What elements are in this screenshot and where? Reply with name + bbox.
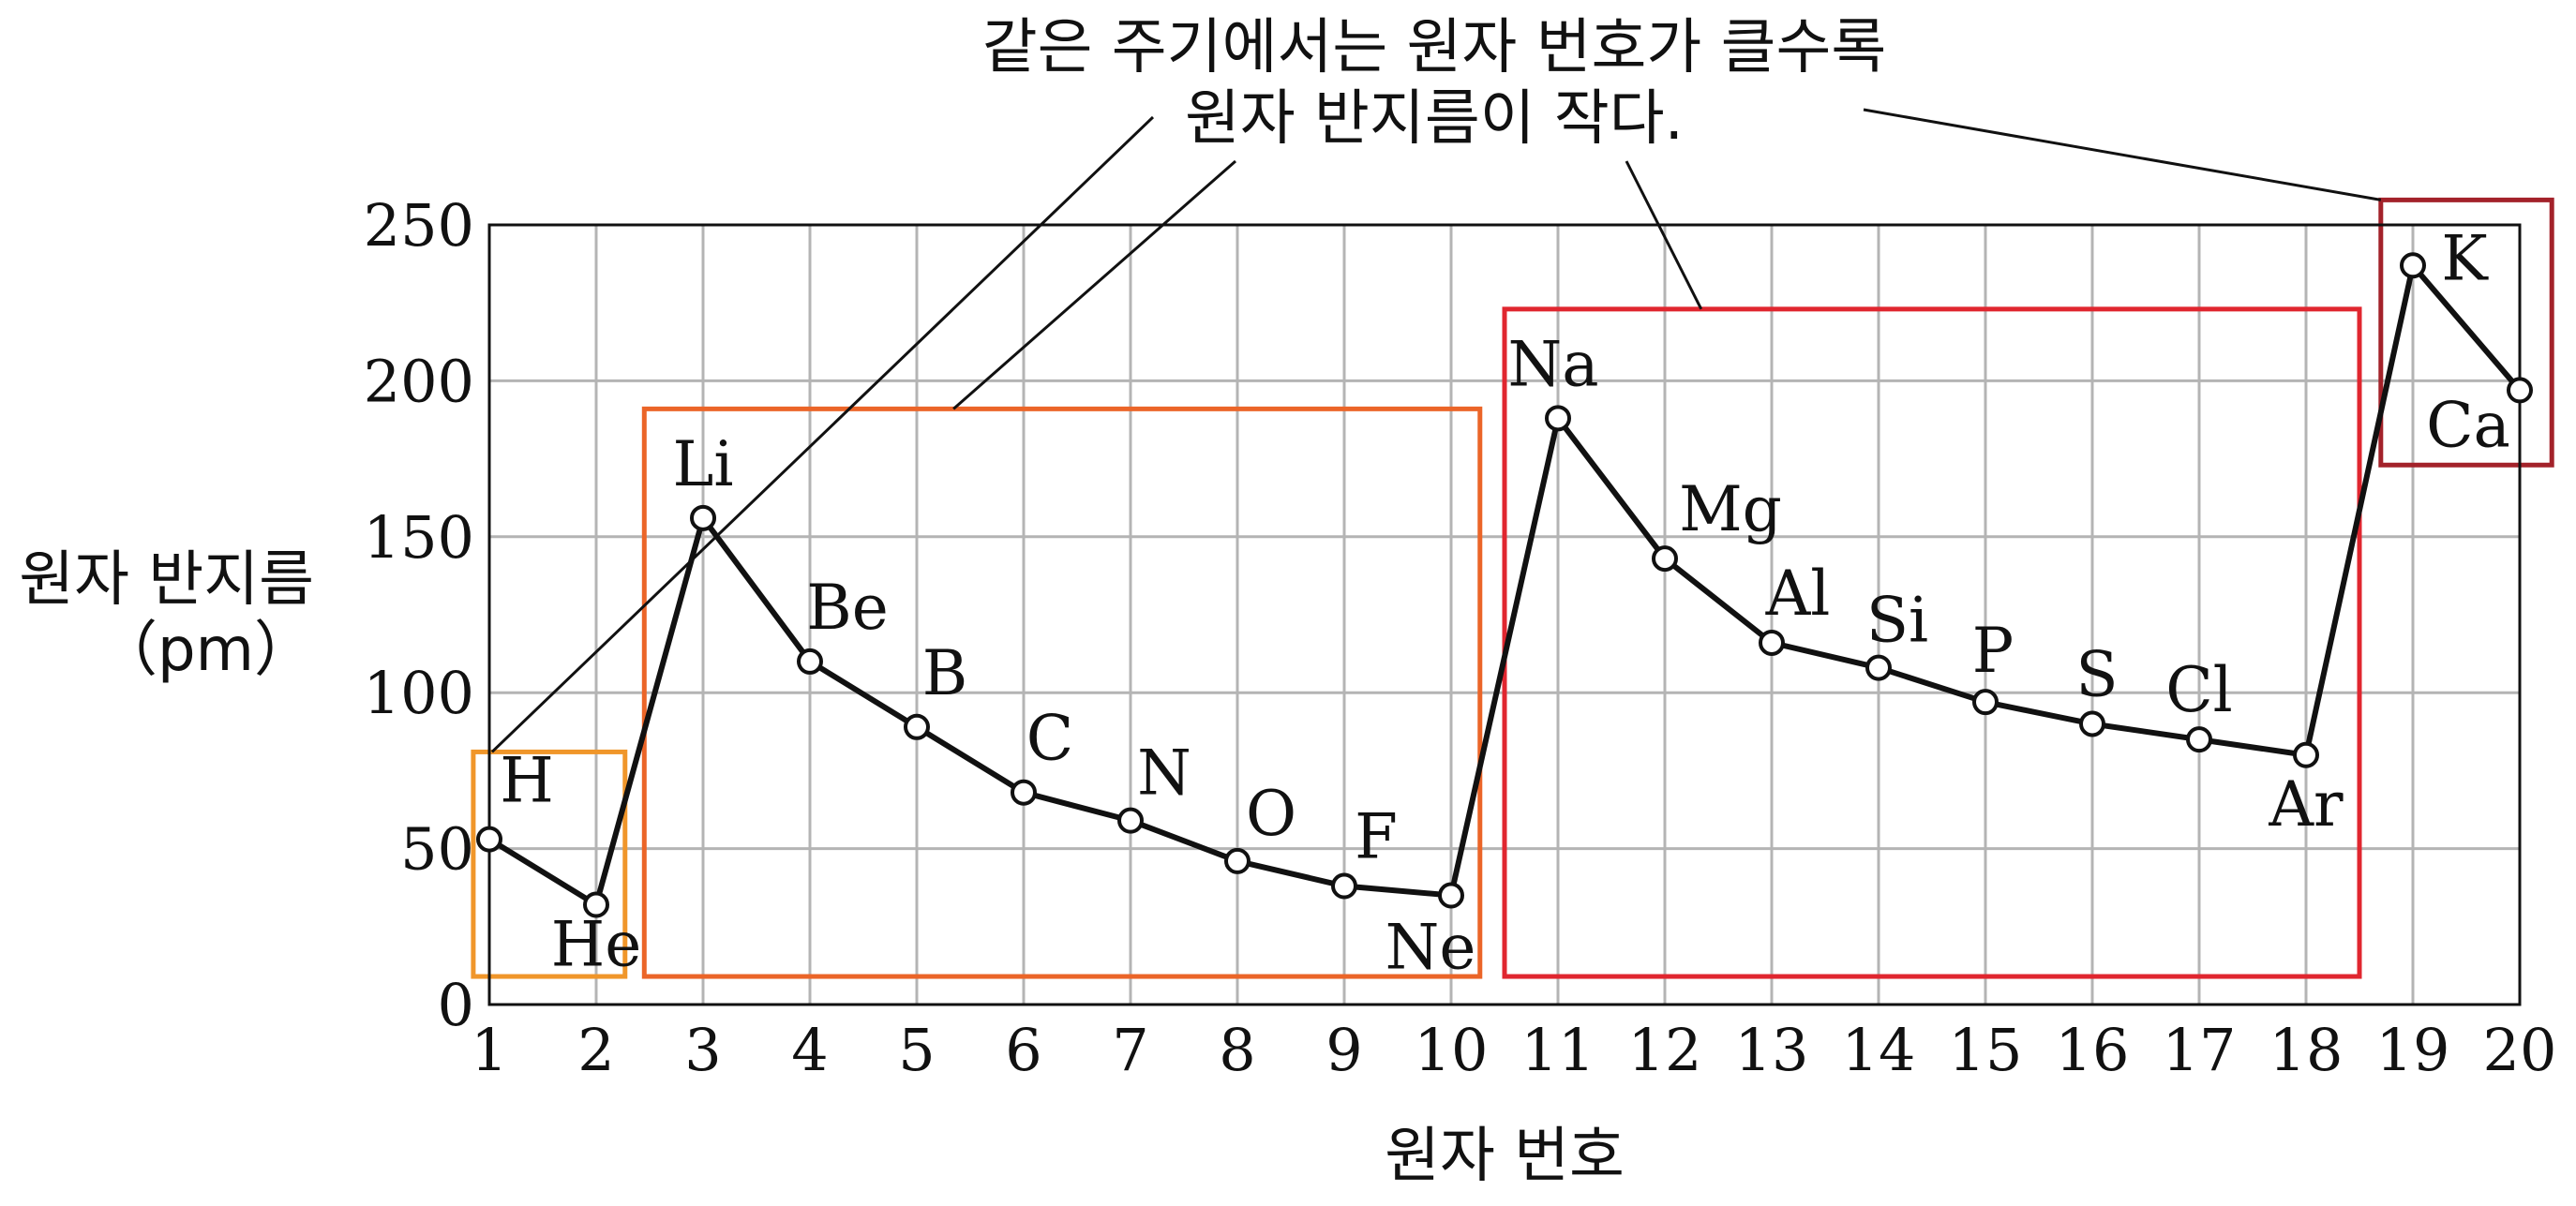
data-point-N (1117, 807, 1144, 834)
x-tick-label-6: 6 (1005, 1016, 1041, 1084)
x-tick-label-19: 19 (2376, 1016, 2450, 1084)
element-label-Na: Na (1507, 328, 1598, 400)
data-point-Na (1545, 405, 1571, 432)
y-tick-label-200: 200 (364, 347, 474, 415)
x-tick-label-5: 5 (898, 1016, 935, 1084)
axis-ticks: 1 2 3 4 5 6 7 8 9 10 11 12 13 14 15 16 17 18 19 20050100150… (364, 191, 2557, 1084)
element-label-B: B (922, 637, 968, 709)
element-labels: H He Li Be BC NO F Ne Na Mg Al Si P S Cl Ar K Ca (500, 222, 2510, 983)
data-point-B (904, 713, 930, 740)
element-label-Ne: Ne (1385, 912, 1476, 984)
data-point-Cl (2186, 726, 2212, 753)
element-label-He: He (551, 909, 642, 981)
data-point-Be (797, 648, 823, 675)
element-label-Mg: Mg (1679, 473, 1782, 545)
period-boxes (471, 197, 2554, 979)
data-point-F (1331, 872, 1357, 900)
annotation-line-2: 원자 반지름이 작다. (1185, 84, 1684, 154)
x-tick-label-12: 12 (1628, 1016, 1702, 1084)
annotation-leader-4 (1863, 108, 2382, 201)
x-tick-label-14: 14 (1842, 1016, 1916, 1084)
data-point-O (1224, 847, 1251, 874)
y-tick-label-250: 250 (364, 191, 474, 260)
x-tick-label-8: 8 (1219, 1016, 1255, 1084)
x-axis-label: 원자 번호 (1385, 1122, 1625, 1191)
data-point-Ar (2293, 741, 2319, 768)
x-tick-label-4: 4 (791, 1016, 828, 1084)
element-label-Si: Si (1866, 585, 1928, 657)
x-tick-label-7: 7 (1112, 1016, 1148, 1084)
series-line-atomic-radius (487, 262, 2523, 908)
y-tick-label-50: 50 (400, 815, 474, 884)
element-label-O: O (1246, 778, 1296, 850)
x-tick-label-9: 9 (1325, 1016, 1362, 1084)
data-points (476, 252, 2533, 918)
data-point-Mg (1652, 545, 1678, 573)
annotation-line-1: 같은 주기에서는 원자 번호가 클수록 (982, 13, 1887, 82)
data-point-Li (690, 504, 716, 531)
element-label-Al: Al (1765, 558, 1831, 630)
x-tick-label-16: 16 (2056, 1016, 2130, 1084)
element-label-K: K (2441, 222, 2489, 294)
x-tick-label-18: 18 (2269, 1016, 2344, 1084)
x-tick-label-20: 20 (2483, 1016, 2557, 1084)
annotation-leaders (490, 108, 2382, 753)
element-label-F: F (1355, 801, 1398, 873)
x-tick-label-15: 15 (1949, 1016, 2023, 1084)
y-tick-label-100: 100 (364, 659, 474, 727)
element-label-Ca: Ca (2426, 389, 2510, 461)
plot-frame (487, 223, 2522, 1006)
period-box-1 (471, 749, 628, 979)
element-label-H: H (500, 745, 554, 817)
x-tick-label-1: 1 (471, 1016, 507, 1084)
data-point-He (583, 891, 609, 918)
period-box-2 (641, 406, 1483, 979)
y-axis-label: 원자 반지름 (19, 545, 314, 615)
y-tick-label-150: 150 (364, 503, 474, 572)
data-point-Si (1865, 654, 1892, 681)
element-label-Cl: Cl (2165, 654, 2233, 726)
element-label-Ar: Ar (2268, 768, 2344, 841)
x-tick-label-11: 11 (1521, 1016, 1595, 1084)
element-label-S: S (2075, 638, 2118, 710)
element-label-Li: Li (673, 428, 734, 500)
data-point-H (476, 826, 502, 853)
element-label-P: P (1972, 615, 2014, 687)
annotation-leader-3 (1625, 160, 1703, 310)
data-point-C (1011, 779, 1037, 806)
x-tick-label-2: 2 (577, 1016, 614, 1084)
period-box-3 (1502, 306, 2362, 979)
x-tick-label-10: 10 (1415, 1016, 1489, 1084)
element-label-C: C (1026, 703, 1074, 775)
element-label-Be: Be (806, 572, 889, 644)
data-point-Ca (2507, 377, 2533, 404)
x-tick-label-3: 3 (684, 1016, 721, 1084)
y-axis-unit: （pm） (97, 616, 314, 685)
annotation-leader-1 (490, 115, 1155, 753)
annotation-leader-2 (952, 159, 1236, 410)
period-box-4 (2378, 197, 2554, 468)
data-point-Al (1759, 629, 1785, 656)
x-tick-label-17: 17 (2163, 1016, 2237, 1084)
y-tick-label-0: 0 (438, 971, 474, 1039)
data-point-S (2079, 710, 2105, 737)
x-tick-label-13: 13 (1735, 1016, 1809, 1084)
data-point-Ne (1438, 882, 1464, 909)
element-label-N: N (1137, 737, 1191, 810)
data-point-K (2400, 252, 2426, 279)
data-point-P (1972, 689, 1999, 716)
